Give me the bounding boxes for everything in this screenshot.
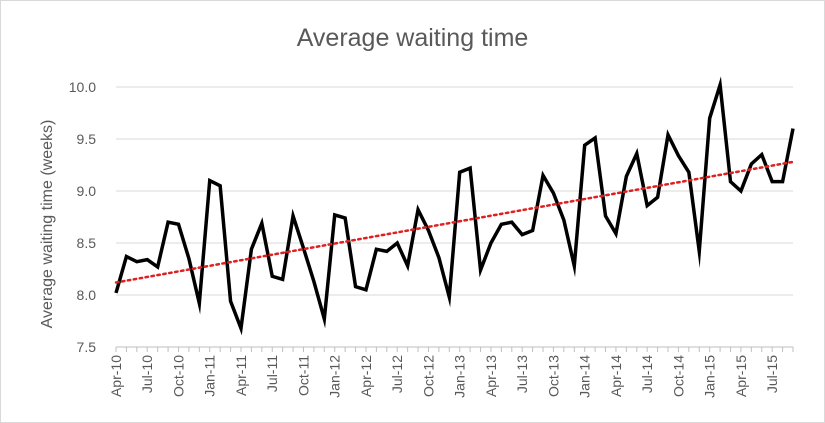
y-tick-label: 9.0: [77, 183, 97, 199]
x-tick-label: Jul-11: [264, 355, 280, 392]
x-tick-label: Apr-13: [483, 355, 499, 397]
y-tick-label: 7.5: [77, 339, 97, 355]
x-tick-label: Jan-15: [702, 355, 718, 398]
y-tick-label: 10.0: [69, 79, 96, 95]
x-tick-label: Oct-12: [420, 355, 436, 397]
trendline: [114, 160, 795, 284]
series-line: [114, 76, 795, 336]
y-tick-label: 9.5: [77, 131, 97, 147]
x-tick-label: Oct-14: [670, 355, 686, 397]
x-tick-label: Oct-10: [170, 355, 186, 397]
y-tick-label: 8.5: [77, 235, 97, 251]
x-tick-label: Jan-14: [577, 355, 593, 398]
y-axis-title: Average waiting time (weeks): [39, 120, 56, 329]
x-tick-label: Jan-13: [452, 355, 468, 398]
x-tick-label: Apr-12: [358, 355, 374, 397]
x-tick-label: Jan-11: [202, 355, 218, 397]
x-tick-label: Oct-13: [545, 355, 561, 397]
x-tick-label: Jul-10: [139, 355, 155, 393]
chart-title: Average waiting time: [296, 24, 529, 52]
x-tick-label: Jan-12: [327, 355, 343, 398]
tick-labels: 7.5 8.0 8.5 9.0 9.5 10.0 Apr-10 Jul-10 Oct-10 Jan…: [69, 79, 780, 398]
x-tick-label: Jul-13: [514, 355, 530, 393]
x-tick-label: Apr-10: [108, 355, 124, 397]
axes: [115, 346, 794, 352]
x-tick-label: Apr-14: [608, 355, 624, 397]
x-tick-label: Apr-15: [733, 355, 749, 397]
x-tick-label: Oct-11: [295, 355, 311, 396]
y-tick-label: 8.0: [77, 287, 97, 303]
x-tick-label: Apr-11: [233, 355, 249, 396]
x-tick-label: Jul-12: [389, 355, 405, 393]
x-tick-label: Jul-15: [764, 355, 780, 393]
x-tick-label: Jul-14: [639, 355, 655, 393]
series: [114, 76, 795, 336]
